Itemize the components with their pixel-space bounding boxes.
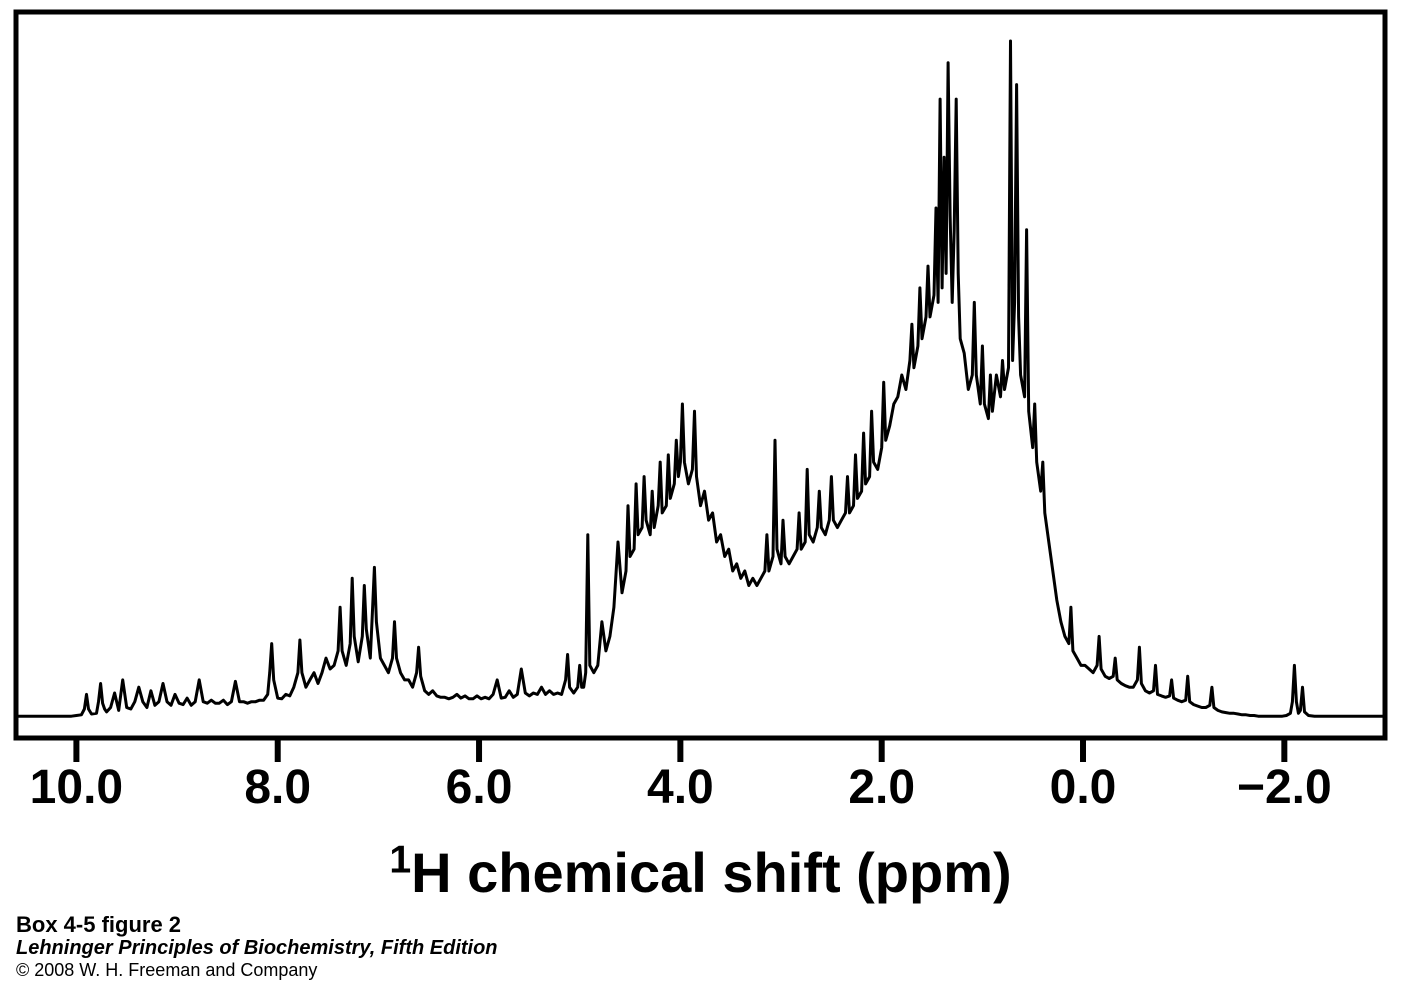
- x-tick-label: 2.0: [848, 760, 915, 815]
- x-tick-label: 6.0: [446, 760, 513, 815]
- figure-caption: Box 4-5 figure 2 Lehninger Principles of…: [16, 912, 498, 981]
- caption-book-title: Lehninger Principles of Biochemistry, Fi…: [16, 937, 498, 960]
- x-tick-label: −2.0: [1237, 760, 1332, 815]
- caption-copyright: © 2008 W. H. Freeman and Company: [16, 960, 498, 981]
- x-tick-label: 0.0: [1050, 760, 1117, 815]
- x-tick-label: 8.0: [244, 760, 311, 815]
- caption-figure-number: Box 4-5 figure 2: [16, 912, 498, 937]
- plot-frame: [16, 12, 1385, 738]
- x-tick-label: 10.0: [30, 760, 123, 815]
- spectrum-trace: [16, 41, 1385, 716]
- nmr-spectrum-chart: [0, 0, 1401, 766]
- x-tick-label: 4.0: [647, 760, 714, 815]
- page-root: 10.0 8.0 6.0 4.0 2.0 0.0 −2.0 1H chemical shif…: [0, 0, 1401, 988]
- x-axis-label: 1H chemical shift (ppm): [389, 840, 1011, 905]
